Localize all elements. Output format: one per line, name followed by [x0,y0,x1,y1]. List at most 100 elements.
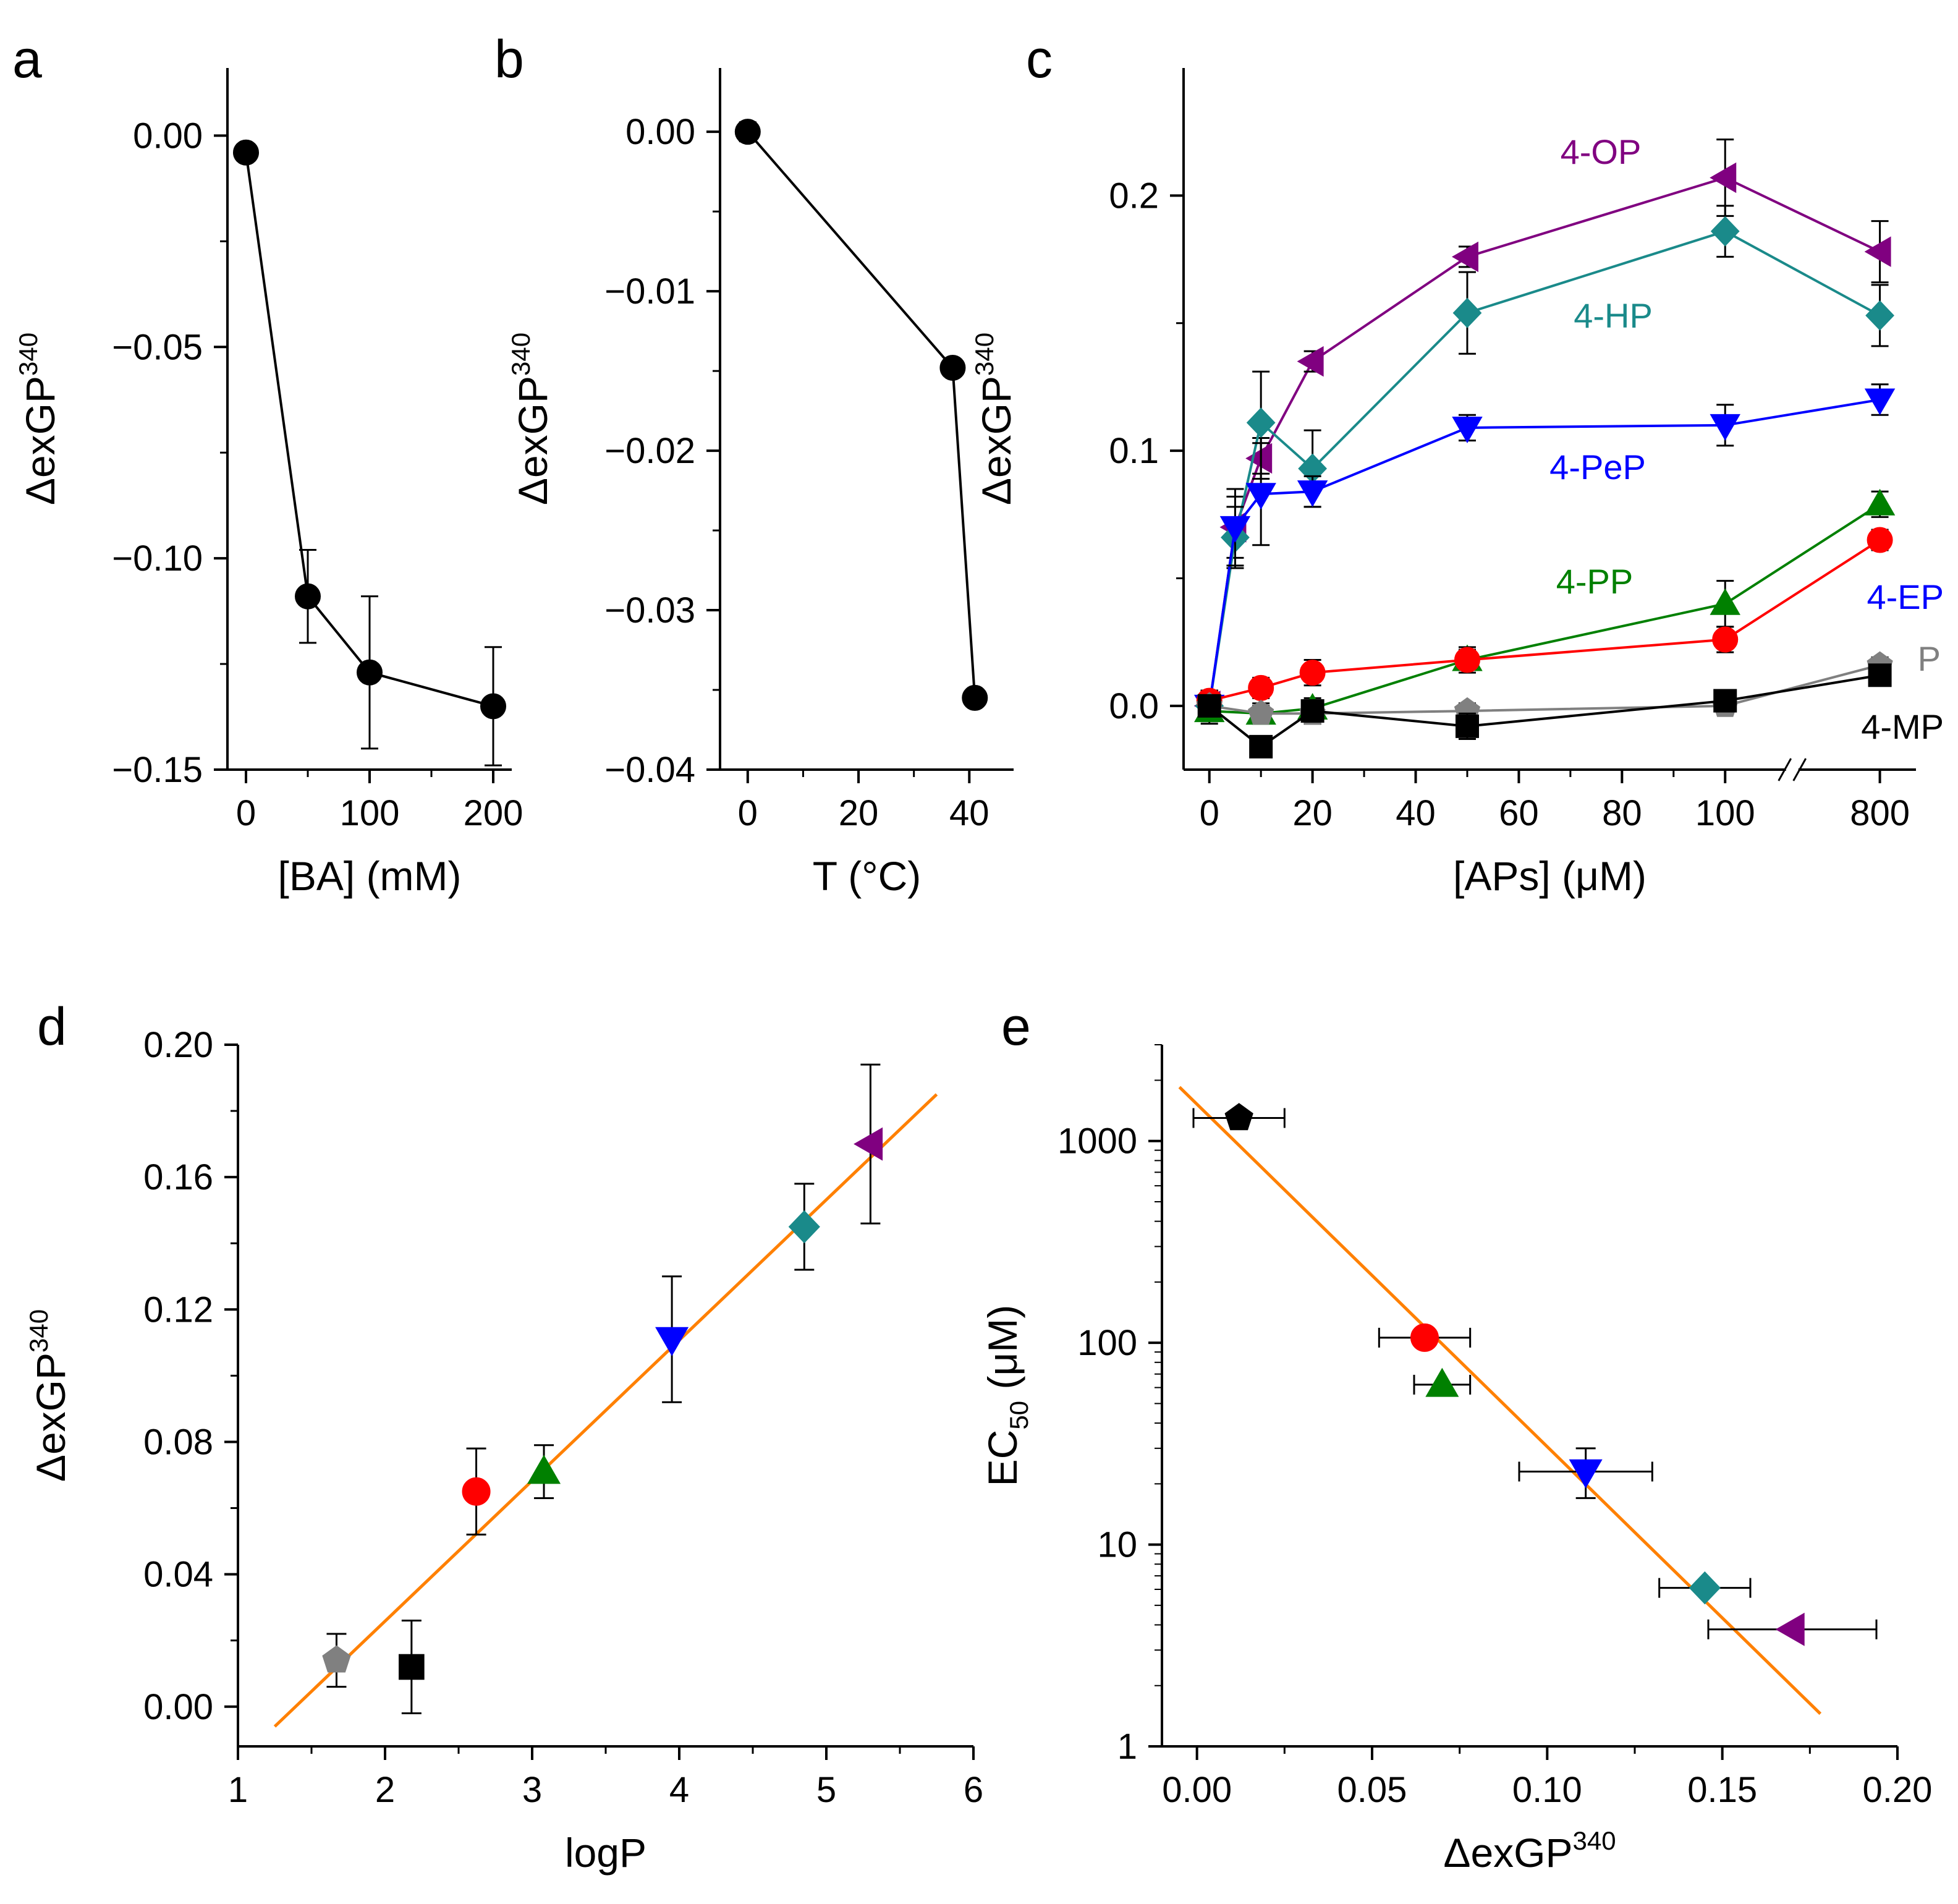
data-point [1248,674,1274,701]
y-tick-label: 1 [1117,1727,1137,1767]
data-point [1452,416,1483,443]
data-point [357,659,383,686]
x-axis-label: [APs] (μM) [1453,853,1646,899]
data-point [1297,346,1324,377]
y-axis-label: ΔexGP340 [970,333,1019,505]
x-axis-label: ΔexGP340 [1443,1826,1616,1876]
chart-panel-d: 1 2 3 4 5 6 0.00 0.04 0.08 0.12 0.16 0.20 d logP ΔexGP… [24,997,983,1876]
axis-break-mark [1792,758,1807,781]
data-point [788,1210,820,1244]
data-point [1710,216,1740,247]
data-point [962,684,988,711]
data-point [1246,407,1276,438]
x-tick-label: 200 [464,793,523,833]
x-tick-label: 0.05 [1337,1770,1407,1810]
series-line [245,152,494,708]
x-tick-label: 0 [738,793,758,833]
data-point [399,1654,425,1680]
point-4-PP [1413,1367,1472,1397]
point-4-PP [527,1444,561,1499]
data-point [462,1477,491,1506]
x-tick-label: 2 [375,1770,395,1810]
y-tick-label: −0.02 [604,431,695,471]
x-tick-label: 1 [228,1770,248,1810]
y-tick-label: 0.04 [143,1555,213,1595]
point-4-HP [1658,1571,1752,1605]
y-tick-label: −0.04 [604,750,695,790]
data-point [1245,443,1273,474]
x-tick-label: 6 [964,1770,983,1810]
y-tick-label: 0.00 [133,116,203,156]
point-4-MP [1192,1103,1286,1131]
data-point [1569,1459,1603,1489]
y-tick-label: −0.05 [112,327,203,367]
panel-letter: c [1026,30,1053,89]
x-tick-label: 100 [340,793,400,833]
x-tick-label: 40 [1396,793,1436,833]
y-axis-label: EC50 (μM) [980,1305,1033,1487]
data-point [1197,694,1221,718]
x-axis-label: [BA] (mM) [278,853,462,899]
y-tick-label: 0.12 [143,1290,213,1330]
series-BA [233,139,506,767]
point-4-HP [788,1183,820,1271]
y-axis-label: ΔexGP340 [506,333,556,505]
data-point [295,583,321,610]
data-point [322,1645,351,1673]
x-tick-label: 40 [949,793,990,833]
data-point [1867,527,1893,553]
x-tick-label: 0 [236,793,256,833]
y-tick-label: 0.0 [1109,686,1159,726]
data-point [1410,1323,1439,1352]
y-tick-label: 0.00 [625,112,695,152]
data-point [1775,1612,1805,1646]
data-point [1451,241,1478,273]
series-4-MP [1197,663,1892,759]
point-4-PeP [1518,1447,1653,1499]
y-tick-label: 0.1 [1109,431,1159,471]
x-axis-label: T (°C) [813,853,921,899]
axis-break-mark [1778,758,1792,781]
y-tick-label: 100 [1077,1323,1137,1363]
x-tick-label: 100 [1695,793,1755,833]
series-label-P: P [1918,639,1941,678]
data-point [1713,689,1737,713]
point-4-EP [1378,1323,1472,1352]
point-4-PeP [655,1275,689,1403]
series-label-4-OP: 4-OP [1561,132,1642,171]
x-tick-label: 80 [1602,793,1642,833]
point-4-EP [462,1447,491,1536]
panel-letter: b [494,30,524,89]
data-point [854,1127,883,1161]
series-T [734,119,988,711]
data-point [1454,647,1480,673]
data-point [1864,488,1896,516]
chart-panel-c: 0 20 40 60 80 100 800 0.0 0.1 0.2 c [APs] (μM) ΔexGP… [970,30,1944,899]
series-line [747,130,977,699]
data-point [1710,588,1740,615]
y-axis-label: ΔexGP340 [14,333,63,505]
data-point [1864,388,1896,415]
data-point [1297,480,1328,508]
y-tick-label: 0.08 [143,1422,213,1462]
series-4-OP [1193,138,1891,723]
series-label-4-PP: 4-PP [1556,562,1634,601]
x-tick-label: 0.20 [1863,1770,1933,1810]
point-4-OP [1707,1612,1878,1646]
x-tick-label: 0.00 [1162,1770,1232,1810]
y-tick-label: 0.2 [1109,176,1159,216]
y-tick-label: 1000 [1057,1121,1137,1162]
panel-letter: e [1001,997,1031,1056]
panel-letter: d [37,997,67,1056]
y-tick-label: 10 [1097,1525,1137,1565]
data-point [1710,414,1740,441]
data-point [1689,1571,1721,1605]
chart-panel-e: 0.00 0.05 0.10 0.15 0.20 1 10 100 1000 e ΔexGP340 E… [980,997,1932,1876]
series-line [1208,176,1881,707]
data-point [1425,1367,1459,1397]
x-tick-label: 4 [669,1770,689,1810]
fit-line [273,1093,938,1728]
series-label-4-EP: 4-EP [1867,577,1944,616]
x-tick-label: 5 [816,1770,836,1810]
